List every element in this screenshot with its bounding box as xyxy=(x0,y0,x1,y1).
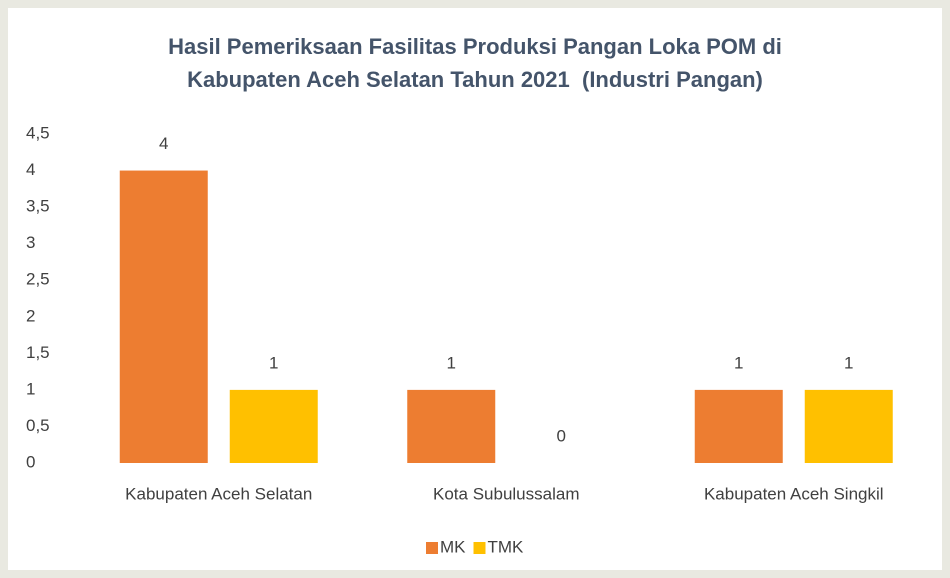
bar xyxy=(804,389,893,463)
data-label: 4 xyxy=(159,134,168,153)
y-tick-label: 1,5 xyxy=(26,343,50,362)
legend-swatch xyxy=(473,542,486,554)
y-tick-label: 0 xyxy=(26,452,35,471)
legend-label: TMK xyxy=(488,537,525,556)
data-label: 1 xyxy=(447,353,456,372)
y-tick-label: 4,5 xyxy=(26,123,50,142)
legend-label: MK xyxy=(440,537,466,556)
y-tick-label: 0,5 xyxy=(26,416,50,435)
data-label: 1 xyxy=(734,353,743,372)
bar xyxy=(229,389,318,463)
bar xyxy=(694,389,783,463)
data-label: 1 xyxy=(844,353,853,372)
bar xyxy=(119,170,208,464)
y-tick-label: 4 xyxy=(26,160,35,179)
y-tick-label: 2 xyxy=(26,306,35,325)
legend-swatch xyxy=(426,542,438,554)
bar xyxy=(407,389,496,463)
x-tick-label: Kabupaten Aceh Selatan xyxy=(125,484,312,503)
x-tick-label: Kota Subulussalam xyxy=(433,484,579,503)
data-label: 0 xyxy=(557,426,566,445)
data-label: 1 xyxy=(269,353,278,372)
y-tick-label: 3,5 xyxy=(26,197,50,216)
x-tick-label: Kabupaten Aceh Singkil xyxy=(704,484,884,503)
y-tick-label: 2,5 xyxy=(26,270,50,289)
y-tick-label: 3 xyxy=(26,233,35,252)
chart-title: Hasil Pemeriksaan Fasilitas Produksi Pan… xyxy=(168,34,789,92)
y-tick-label: 1 xyxy=(26,379,35,398)
